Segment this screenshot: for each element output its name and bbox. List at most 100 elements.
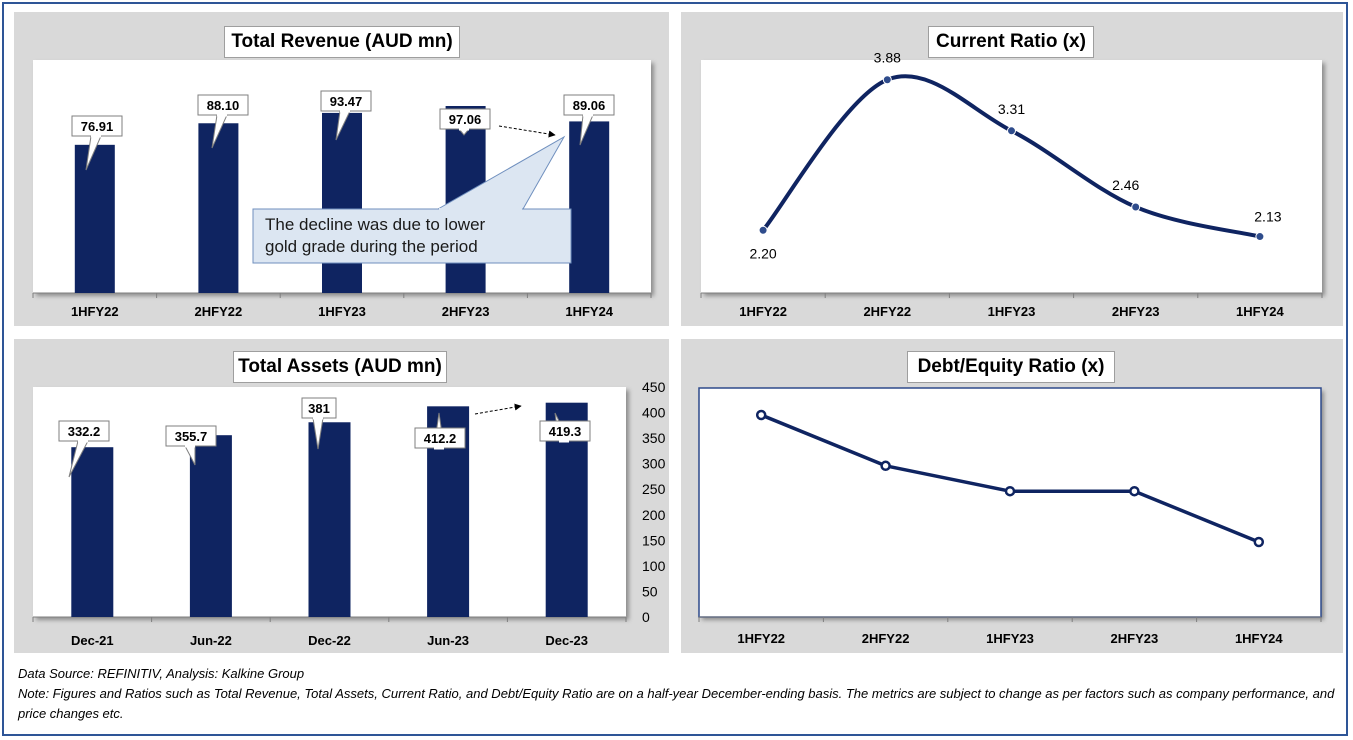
revenue-data-label-joint xyxy=(217,113,227,117)
debt-equity-plot-area xyxy=(699,388,1321,617)
current-ratio-point xyxy=(1131,202,1141,212)
assets-data-label-text: 332.2 xyxy=(68,424,101,439)
revenue-bar xyxy=(322,112,362,293)
assets-y-tick-label: 150 xyxy=(642,532,666,548)
current-ratio-data-label: 3.31 xyxy=(998,101,1025,117)
assets-bar xyxy=(71,447,114,617)
debt-equity-x-tick-label: 1HFY24 xyxy=(1235,631,1283,646)
assets-chart-title: Total Assets (AUD mn) xyxy=(233,351,447,383)
revenue-chart: 1HFY22 2HFY22 1HFY23 2HFY23 1HFY24 The declin… xyxy=(32,60,652,319)
assets-bar xyxy=(189,435,232,617)
revenue-trend-arrow xyxy=(498,125,556,138)
assets-data-label: 332.2 xyxy=(58,420,110,478)
revenue-data-label: 88.10 xyxy=(197,94,249,149)
revenue-data-label-text: 97.06 xyxy=(449,112,482,127)
revenue-annotation-joint xyxy=(439,208,522,211)
revenue-x-tick-label: 1HFY23 xyxy=(318,304,366,319)
revenue-data-label-text: 93.47 xyxy=(330,94,363,109)
current-ratio-x-tick-label: 2HFY22 xyxy=(863,304,911,319)
current-ratio-point xyxy=(1007,126,1016,136)
current-ratio-point xyxy=(758,225,768,235)
current-ratio-data-label: 2.46 xyxy=(1112,177,1139,193)
current-ratio-point xyxy=(882,75,892,85)
current-ratio-chart: 1HFY22 2HFY22 1HFY23 2HFY23 1HFY24 2.20 3.88 3.… xyxy=(700,50,1323,319)
revenue-x-tick-label: 2HFY22 xyxy=(195,304,243,319)
assets-y-tick-label: 250 xyxy=(642,481,666,497)
data-source-note: Data Source: REFINITIV, Analysis: Kalkin… xyxy=(18,666,305,681)
assets-data-label-joint xyxy=(434,446,444,450)
assets-y-tick-label: 350 xyxy=(642,430,666,446)
assets-x-tick-label: Jun-22 xyxy=(190,633,232,648)
debt-equity-point xyxy=(880,460,891,472)
debt-equity-point xyxy=(755,409,767,421)
revenue-data-label-joint xyxy=(340,109,350,113)
assets-y-tick-label: 300 xyxy=(642,456,666,472)
revenue-data-label-text: 76.91 xyxy=(81,119,114,134)
current-ratio-data-label: 3.88 xyxy=(874,50,901,66)
revenue-x-tick-label: 1HFY22 xyxy=(71,304,119,319)
revenue-data-label-text: 88.10 xyxy=(207,98,240,113)
revenue-data-label-text: 89.06 xyxy=(573,98,606,113)
current-ratio-plot-area xyxy=(701,60,1322,293)
assets-chart: 0 50 100 150 200 250 300 350 400 450 Dec-21 Jun-22 D… xyxy=(32,379,666,648)
methodology-note: Note: Figures and Ratios such as Total R… xyxy=(18,686,1335,721)
assets-y-tick-label: 200 xyxy=(642,507,666,523)
assets-data-label-text: 412.2 xyxy=(424,431,457,446)
revenue-data-label: 97.06 xyxy=(439,108,491,136)
debt-equity-x-tick-label: 1HFY22 xyxy=(737,631,785,646)
revenue-data-label: 89.06 xyxy=(563,94,615,146)
assets-y-tick-label: 0 xyxy=(642,609,650,625)
current-ratio-data-label: 2.20 xyxy=(749,245,776,261)
assets-y-tick-label: 400 xyxy=(642,405,666,421)
current-ratio-x-tick-label: 1HFY24 xyxy=(1236,304,1284,319)
revenue-annotation-line-1: The decline was due to lower xyxy=(265,215,486,234)
current-ratio-point xyxy=(1255,232,1265,242)
current-ratio-x-tick-label: 2HFY23 xyxy=(1112,304,1160,319)
revenue-chart-title: Total Revenue (AUD mn) xyxy=(224,26,460,58)
debt-equity-chart-title: Debt/Equity Ratio (x) xyxy=(907,351,1115,383)
assets-data-label: 419.3 xyxy=(539,412,591,443)
revenue-data-label-joint xyxy=(459,127,469,131)
assets-x-tick-label: Jun-23 xyxy=(427,633,469,648)
assets-data-label-joint xyxy=(78,439,88,443)
debt-equity-point xyxy=(1129,485,1140,497)
revenue-annotation-box xyxy=(252,208,572,264)
assets-data-label-joint xyxy=(185,444,195,448)
debt-equity-x-tick-label: 2HFY22 xyxy=(862,631,910,646)
revenue-data-label: 76.91 xyxy=(71,115,123,171)
debt-equity-point xyxy=(1253,536,1265,548)
revenue-bar xyxy=(74,144,115,293)
revenue-data-label-joint xyxy=(583,113,593,117)
footer: Data Source: REFINITIV, Analysis: Kalkin… xyxy=(18,664,1338,724)
revenue-x-tick-label: 2HFY23 xyxy=(442,304,490,319)
assets-x-tick-label: Dec-21 xyxy=(71,633,114,648)
revenue-bar xyxy=(198,123,239,293)
assets-y-tick-label: 450 xyxy=(642,379,666,395)
revenue-data-label-joint xyxy=(91,134,101,138)
current-ratio-x-tick-label: 1HFY23 xyxy=(988,304,1036,319)
revenue-data-label: 93.47 xyxy=(320,90,372,141)
assets-y-tick-label: 50 xyxy=(642,583,658,599)
current-ratio-data-label: 2.13 xyxy=(1254,209,1281,225)
assets-bar xyxy=(308,422,351,617)
assets-data-label-text: 381 xyxy=(308,401,330,416)
debt-equity-point xyxy=(1004,485,1016,497)
assets-trend-arrow xyxy=(474,403,522,415)
assets-data-label-text: 355.7 xyxy=(175,429,208,444)
revenue-x-tick-label: 1HFY24 xyxy=(565,304,613,319)
current-ratio-chart-title: Current Ratio (x) xyxy=(928,26,1094,58)
revenue-bar xyxy=(569,121,610,293)
revenue-annotation: The decline was due to lower gold grade d… xyxy=(252,135,572,264)
revenue-annotation-line-2: gold grade during the period xyxy=(265,237,478,256)
debt-equity-chart: 1HFY22 2HFY22 1HFY23 2HFY23 1HFY24 xyxy=(698,387,1322,646)
assets-y-tick-label: 100 xyxy=(642,558,666,574)
assets-x-tick-label: Dec-22 xyxy=(308,633,351,648)
assets-x-tick-label: Dec-23 xyxy=(545,633,588,648)
debt-equity-x-tick-label: 1HFY23 xyxy=(986,631,1034,646)
assets-data-label-joint xyxy=(559,439,569,443)
debt-equity-x-tick-label: 2HFY23 xyxy=(1111,631,1159,646)
assets-data-label: 381 xyxy=(301,397,337,450)
current-ratio-x-tick-label: 1HFY22 xyxy=(739,304,787,319)
assets-data-label-joint xyxy=(313,416,323,420)
